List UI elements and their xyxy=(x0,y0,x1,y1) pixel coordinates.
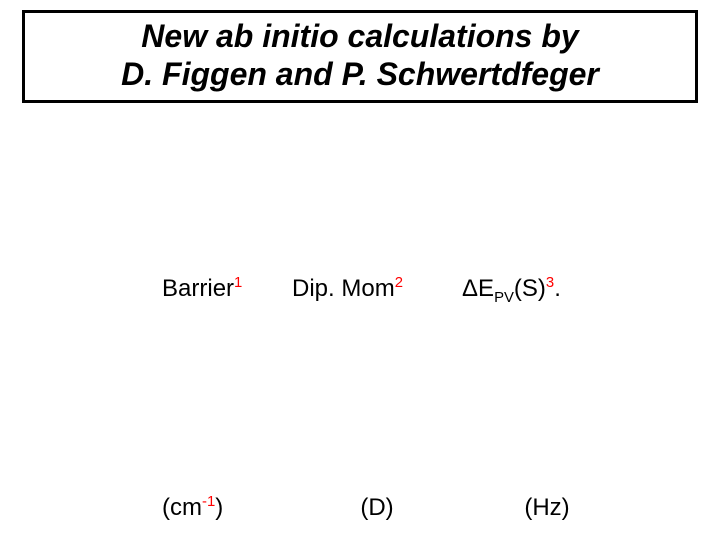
title-line-1: New ab initio calculations by xyxy=(35,17,685,55)
depv-header: ΔEPV(S)3. xyxy=(462,274,632,308)
barrier-sup: 1 xyxy=(234,275,242,291)
title-line-2: D. Figgen and P. Schwertdfeger xyxy=(35,55,685,93)
depv-sub: PV xyxy=(494,290,514,306)
data-table: Barrier1Dip. Mom2ΔEPV(S)3. (cm-1)(D)(Hz)… xyxy=(22,121,702,540)
barrier-header: Barrier1 xyxy=(162,274,292,305)
dipole-header: Dip. Mom2 xyxy=(292,274,462,305)
barrier-unit: (cm-1) xyxy=(162,493,292,524)
table-header-2: (cm-1)(D)(Hz) xyxy=(22,462,702,540)
barrier-unit-post: ) xyxy=(215,494,223,521)
dipole-sup: 2 xyxy=(395,275,403,291)
table-header-1: Barrier1Dip. Mom2ΔEPV(S)3. xyxy=(22,244,702,339)
depv-rest: (S) xyxy=(514,275,546,302)
barrier-label: Barrier xyxy=(162,275,234,302)
depv-dot: . xyxy=(554,275,561,302)
dipole-unit: (D) xyxy=(292,493,462,524)
depv-prefix: ΔE xyxy=(462,275,494,302)
barrier-unit-pre: (cm xyxy=(162,494,202,521)
title-box: New ab initio calculations by D. Figgen … xyxy=(22,10,698,103)
depv-unit: (Hz) xyxy=(462,493,632,524)
barrier-unit-sup: -1 xyxy=(202,494,215,510)
slide: New ab initio calculations by D. Figgen … xyxy=(0,0,720,540)
dipole-label: Dip. Mom xyxy=(292,275,395,302)
depv-sup: 3 xyxy=(546,275,554,291)
